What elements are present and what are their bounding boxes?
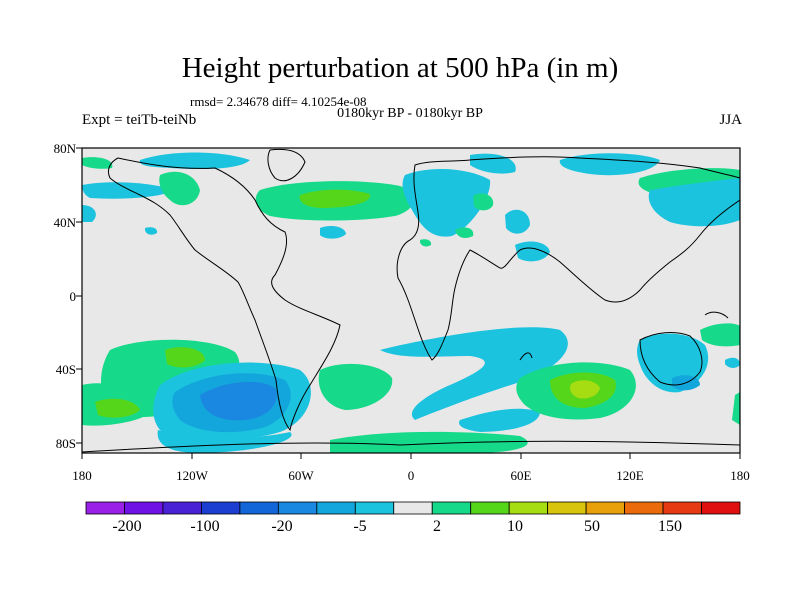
coastlines (82, 148, 740, 453)
anomaly-green (165, 347, 205, 368)
colorbar-label: 2 (433, 518, 441, 535)
colorbar-swatch (124, 501, 164, 515)
colorbar-label: -100 (190, 518, 220, 535)
colorbar-swatch (277, 501, 318, 515)
anomaly-cyan (82, 205, 96, 222)
colorbar-label: -20 (271, 518, 293, 535)
colorbar-label: -200 (112, 518, 142, 535)
lat-label: 40S (55, 362, 76, 377)
experiment-label: Expt = teiTb-teiNb (82, 112, 197, 128)
anomaly-cyan (648, 178, 740, 227)
colorbar-label: 50 (584, 518, 600, 535)
anomaly-green (159, 171, 200, 206)
colorbar-label: 10 (507, 518, 523, 535)
anomaly-cyan (139, 152, 250, 170)
anomaly-cyan (725, 357, 740, 368)
colorbar-swatch (662, 501, 702, 515)
colorbar-swatch (624, 501, 664, 515)
anomaly-cyan (402, 168, 491, 237)
chart-title: Height perturbation at 500 hPa (in m) (181, 52, 619, 84)
lat-label: 80S (55, 436, 76, 451)
colorbar-swatch (547, 501, 587, 515)
season-label: JJA (719, 112, 742, 128)
colorbar-swatch (701, 501, 741, 515)
lat-label: 40N (53, 215, 76, 230)
lon-label: 120W (176, 468, 208, 483)
colorbar-swatch (316, 501, 356, 515)
anomaly-green (82, 157, 113, 169)
lon-label: 180 (72, 468, 92, 483)
colorbar-swatch (431, 501, 472, 515)
colorbar-swatch (162, 501, 202, 515)
colorbar-swatch (393, 501, 433, 515)
lat-label: 80N (53, 141, 76, 156)
lon-label: 60W (288, 468, 314, 483)
lon-label: 0 (407, 468, 415, 483)
stats-text: rmsd= 2.34678 diff= 4.10254e-08 (190, 94, 367, 109)
anomaly-cyan (157, 430, 292, 453)
anomaly-dark-blue (200, 381, 277, 421)
colorbar-swatch (354, 501, 395, 515)
anomaly-cyan (515, 241, 550, 262)
anomaly-cyan (505, 209, 530, 234)
anomaly-green (455, 227, 474, 238)
anomaly-yellow-green (570, 380, 600, 399)
anomaly-cyan (145, 227, 158, 235)
lon-label: 120E (616, 468, 644, 483)
colorbar-swatch (508, 501, 549, 515)
anomaly-green (473, 193, 494, 211)
anomaly-cyan (82, 182, 175, 199)
colorbar-swatch (470, 501, 510, 515)
anomaly-green (732, 392, 740, 425)
anomaly-green (299, 189, 371, 208)
anomaly-green (330, 431, 528, 453)
anomaly-green (318, 363, 393, 410)
lat-label: 0 (69, 289, 77, 304)
colorbar-swatch (239, 501, 279, 515)
anomaly-green (700, 323, 740, 347)
axis-ticks (76, 147, 741, 459)
colorbar-swatch (201, 501, 241, 515)
colorbar-label: 150 (658, 518, 682, 535)
period-text: 0180kyr BP - 0180kyr BP (337, 106, 483, 121)
colorbar-label: -5 (353, 518, 367, 535)
anomaly-cyan (459, 408, 540, 432)
anomaly-green (420, 239, 432, 247)
anomaly-green (95, 398, 140, 418)
anomaly-cyan (470, 153, 516, 174)
lon-label: 180 (730, 468, 750, 483)
colorbar-swatch (85, 501, 125, 515)
colorbar (85, 501, 741, 515)
anomaly-cyan (320, 226, 346, 239)
colorbar-swatch (585, 501, 625, 515)
lon-label: 60E (510, 468, 532, 483)
